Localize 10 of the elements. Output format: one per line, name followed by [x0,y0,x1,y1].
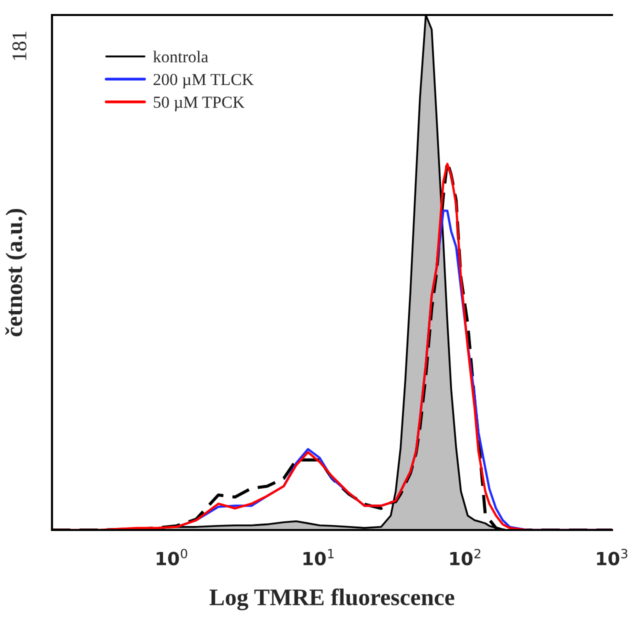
x-axis-title: Log TMRE fluorescence [210,588,454,610]
legend-label: kontrola [153,50,208,62]
x-tick-label: 10$^{2}$ [450,548,480,566]
x-tick-label: 10$^{3}$ [597,548,628,566]
text: 181 [12,32,26,60]
legend-label: 200 µM TLCK [154,74,254,89]
x-tick-label: 10$^{0}$ [156,548,188,566]
legend-label: 50 µM TPCK [154,96,244,112]
x-tick-label: 10$^{1}$ [304,548,334,566]
y-axis-title: četnost (a.u.) [5,208,27,336]
